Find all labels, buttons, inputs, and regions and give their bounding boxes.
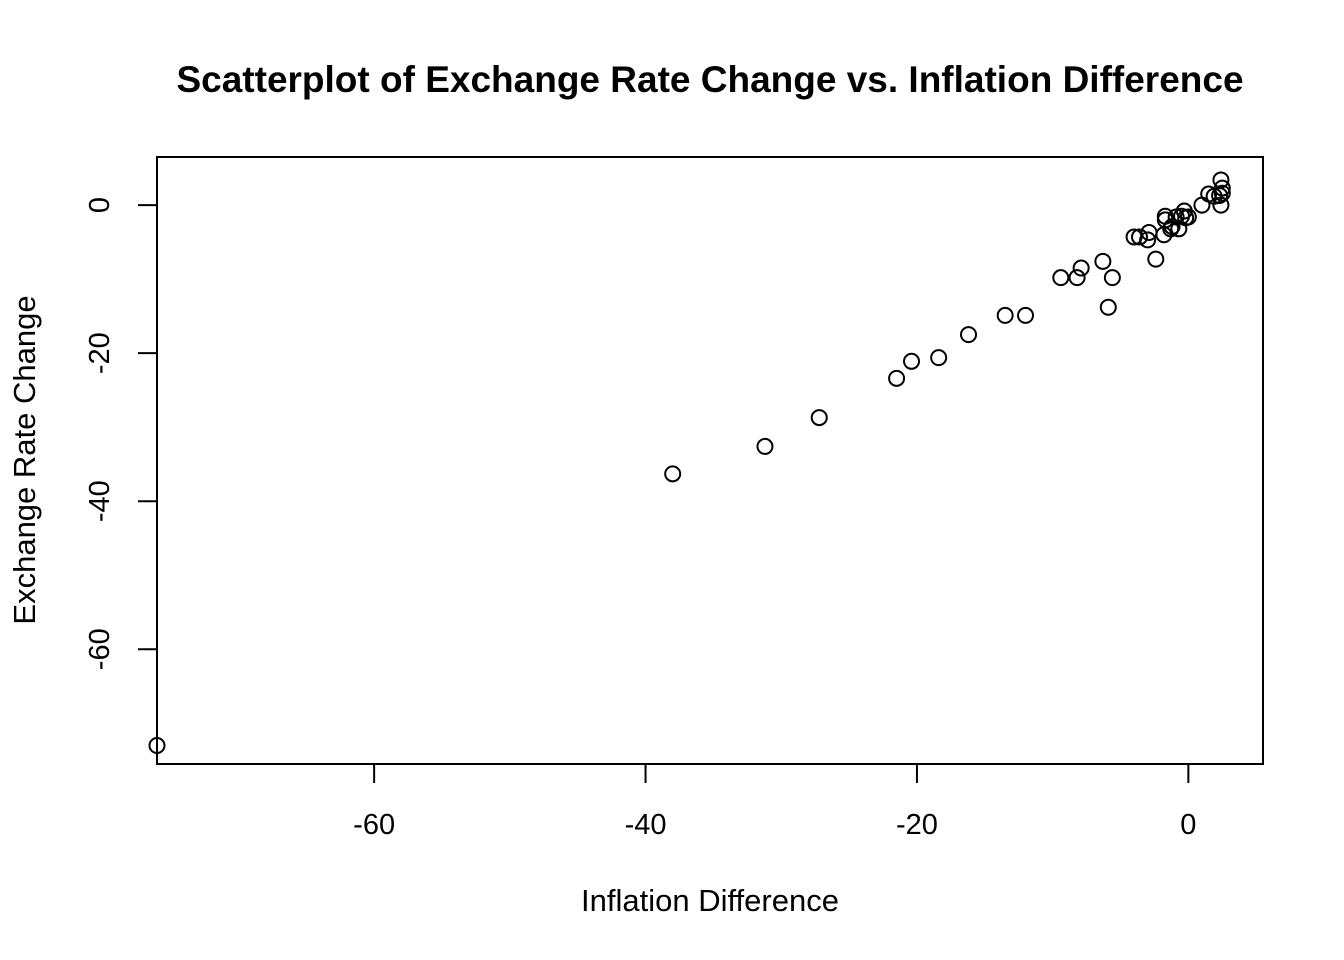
data-point bbox=[1139, 231, 1157, 249]
data-point bbox=[1099, 298, 1117, 316]
data-points bbox=[148, 171, 1231, 754]
x-axis: -60 -40 -20 0 bbox=[353, 763, 1196, 841]
data-point bbox=[1179, 208, 1197, 226]
chart-title: Scatterplot of Exchange Rate Change vs. … bbox=[176, 59, 1243, 100]
y-axis-label: Exchange Rate Change bbox=[7, 295, 42, 624]
data-point bbox=[1131, 228, 1149, 246]
data-point bbox=[960, 326, 978, 344]
data-point bbox=[756, 437, 774, 455]
x-tick-label: 0 bbox=[1180, 809, 1196, 841]
data-point bbox=[1147, 250, 1165, 268]
y-tick-label: -40 bbox=[84, 480, 116, 522]
data-point bbox=[1052, 269, 1070, 287]
data-point bbox=[1213, 184, 1231, 202]
x-tick-label: -60 bbox=[353, 809, 395, 841]
data-point bbox=[930, 349, 948, 367]
data-point bbox=[1094, 252, 1112, 270]
y-tick-label: -60 bbox=[84, 628, 116, 670]
plot-frame bbox=[156, 156, 1264, 765]
data-point bbox=[888, 369, 906, 387]
data-point bbox=[810, 409, 828, 427]
data-point bbox=[996, 306, 1014, 324]
data-point bbox=[1212, 196, 1230, 214]
data-point bbox=[148, 736, 166, 754]
data-point bbox=[1017, 306, 1035, 324]
x-tick-label: -40 bbox=[625, 809, 667, 841]
data-point bbox=[1103, 269, 1121, 287]
y-tick-label: 0 bbox=[84, 197, 116, 213]
data-point bbox=[1213, 179, 1231, 197]
data-point bbox=[903, 352, 921, 370]
data-point bbox=[1212, 171, 1230, 189]
y-tick-label: -20 bbox=[84, 332, 116, 374]
data-point bbox=[1068, 269, 1086, 287]
data-point bbox=[1163, 218, 1181, 236]
data-point bbox=[664, 465, 682, 483]
data-point bbox=[1072, 259, 1090, 277]
x-tick-label: -20 bbox=[896, 809, 938, 841]
y-axis: 0 -20 -40 -60 bbox=[84, 197, 158, 670]
x-axis-label: Inflation Difference bbox=[581, 883, 839, 918]
